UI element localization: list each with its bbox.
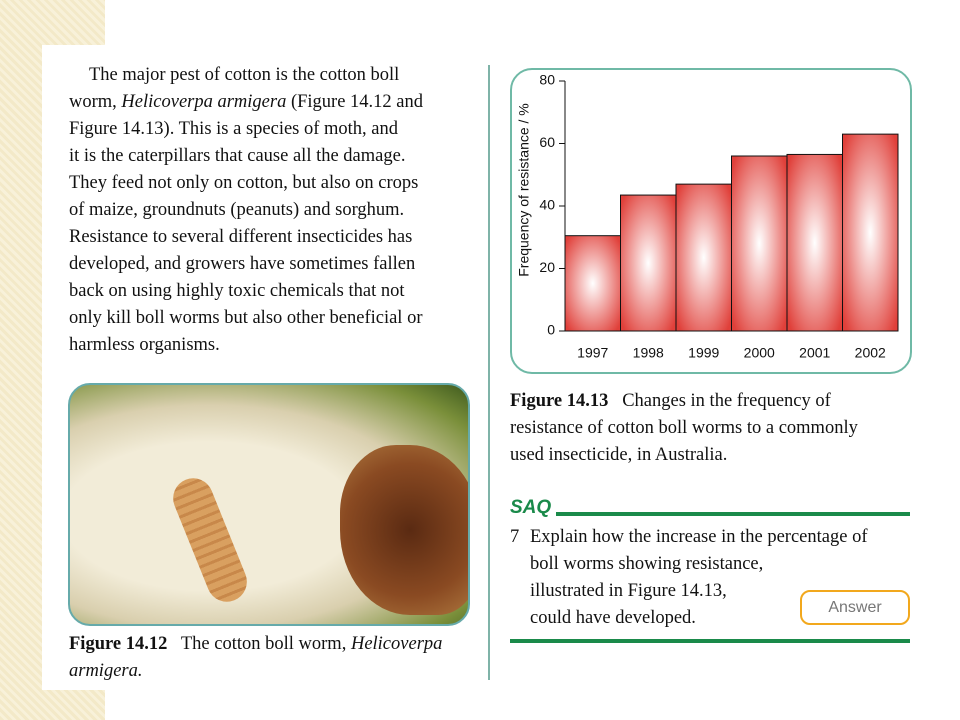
line: it is the caterpillars that cause all th… — [69, 146, 406, 166]
bar — [731, 155, 788, 332]
chart-frame — [510, 68, 912, 374]
x-tick-label: 2001 — [799, 345, 830, 361]
line: Explain how the increase in the percenta… — [530, 527, 868, 547]
line: back on using highly toxic chemicals tha… — [69, 281, 405, 301]
photo — [68, 383, 470, 626]
line: only kill boll worms but also other bene… — [69, 308, 423, 328]
line: developed, and growers have sometimes fa… — [69, 254, 416, 274]
figure-label: Figure 14.12 — [69, 634, 168, 654]
bar — [786, 153, 843, 332]
line: The major pest of cotton is the cotton b… — [89, 65, 400, 85]
line: worm, Helicoverpa armigera (Figure 14.12… — [69, 89, 423, 116]
y-axis-label: Frequency of resistance / % — [516, 103, 532, 277]
bar — [842, 133, 899, 332]
x-tick-label: 1999 — [688, 345, 719, 361]
x-tick-label: 1997 — [577, 345, 608, 361]
line: harmless organisms. — [69, 335, 220, 355]
rule — [556, 512, 910, 516]
divider — [488, 65, 490, 680]
figure-label: Figure 14.13 — [510, 391, 609, 411]
species-name: Helicoverpa armigera — [121, 92, 287, 112]
line: boll worms showing resistance, — [530, 554, 764, 574]
question-number: 7 — [510, 527, 520, 547]
text: Changes in the frequency of — [622, 391, 831, 411]
y-tick-label: 80 — [539, 72, 555, 88]
bar — [675, 183, 732, 332]
line: Resistance to several different insectic… — [69, 227, 413, 247]
answer-button[interactable]: Answer — [800, 590, 910, 625]
line: Figure 14.12 The cotton boll worm, Helic… — [69, 631, 442, 658]
line: armigera. — [69, 658, 442, 685]
text: The cotton boll worm, — [180, 634, 347, 654]
line: illustrated in Figure 14.13, — [530, 581, 727, 601]
bar — [564, 235, 621, 332]
photo-detail — [340, 445, 468, 615]
x-tick-label: 2000 — [744, 345, 775, 361]
line: of maize, groundnuts (peanuts) and sorgh… — [69, 200, 405, 220]
y-tick-label: 60 — [539, 134, 555, 150]
line: could have developed. — [530, 608, 696, 628]
figure-caption: Figure 14.12 The cotton boll worm, Helic… — [69, 631, 442, 685]
line: resistance of cotton boll worms to a com… — [510, 418, 858, 438]
x-tick-label: 1998 — [633, 345, 664, 361]
saq-heading: SAQ — [510, 497, 552, 518]
body-text: The major pest of cotton is the cotton b… — [69, 62, 423, 359]
figure-caption: Figure 14.13 Changes in the frequency of… — [510, 388, 858, 469]
species-name: armigera. — [69, 661, 143, 681]
line: Figure 14.13 Changes in the frequency of — [510, 388, 858, 415]
x-tick-label: 2002 — [855, 345, 886, 361]
species-name: Helicoverpa — [350, 634, 443, 654]
y-tick-label: 20 — [539, 259, 555, 275]
question: Explain how the increase in the percenta… — [530, 524, 867, 632]
text: (Figure 14.12 and — [290, 92, 424, 112]
rule — [510, 639, 910, 643]
y-tick-label: 0 — [547, 322, 555, 338]
line: They feed not only on cotton, but also o… — [69, 173, 419, 193]
line: used insecticide, in Australia. — [510, 445, 728, 465]
text: worm, — [69, 92, 117, 112]
line: Figure 14.13). This is a species of moth… — [69, 119, 399, 139]
y-tick-label: 40 — [539, 197, 555, 213]
bar — [620, 194, 677, 332]
